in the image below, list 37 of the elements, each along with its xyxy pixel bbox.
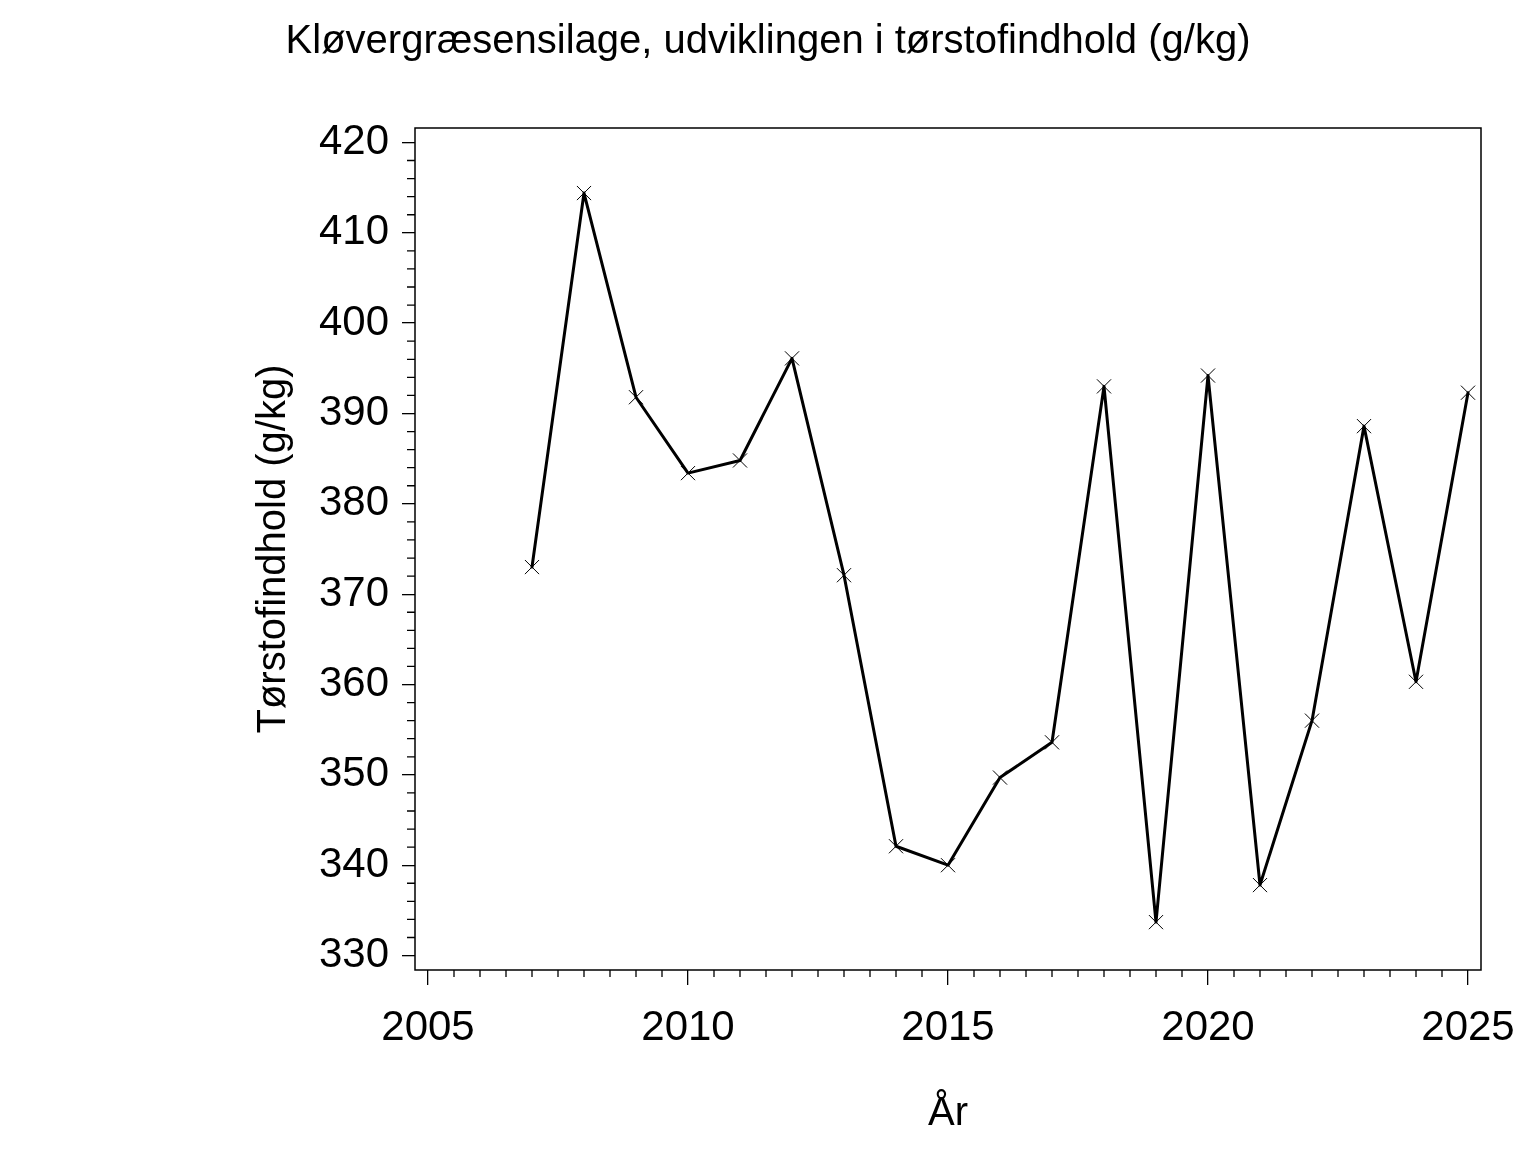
- point: [680, 465, 696, 481]
- point: [576, 185, 592, 201]
- point: [940, 857, 956, 873]
- y-axis-title: Tørstofindhold (g/kg): [249, 364, 294, 734]
- point: [1460, 385, 1476, 401]
- point: [732, 452, 748, 469]
- y-tick-label: 380: [318, 477, 389, 525]
- point: [836, 567, 852, 583]
- point: [628, 389, 644, 405]
- x-axis-title: År: [928, 1089, 968, 1134]
- y-tick-label: 390: [318, 387, 389, 435]
- point: [784, 350, 800, 366]
- point: [1096, 378, 1112, 394]
- y-tick-label: 420: [318, 116, 389, 164]
- y-tick-label: 400: [318, 296, 389, 344]
- y-tick-label: 340: [318, 838, 389, 886]
- point: [1356, 418, 1372, 434]
- point: [524, 559, 540, 575]
- point: [888, 838, 904, 854]
- point: [1148, 914, 1164, 930]
- y-tick-label: 370: [318, 567, 389, 615]
- x-tick-label: 2020: [1161, 1001, 1255, 1049]
- point: [1044, 734, 1060, 750]
- y-tick-label: 330: [318, 929, 389, 977]
- y-tick-label: 360: [318, 658, 389, 706]
- x-tick-label: 2015: [901, 1001, 995, 1049]
- point: [1304, 713, 1320, 729]
- x-tick-label: 2005: [381, 1001, 475, 1049]
- x-tick-label: 2010: [641, 1001, 735, 1049]
- x-tick-label: 2025: [1421, 1001, 1515, 1049]
- point: [992, 770, 1008, 786]
- point: [1252, 877, 1268, 893]
- y-tick-label: 410: [318, 206, 389, 254]
- y-tick-label: 350: [318, 748, 389, 796]
- point: [1200, 367, 1216, 384]
- chart-title: Kløvergræsensilage, udviklingen i tørstofindhold (g/kg): [285, 17, 1251, 62]
- point: [1408, 674, 1424, 690]
